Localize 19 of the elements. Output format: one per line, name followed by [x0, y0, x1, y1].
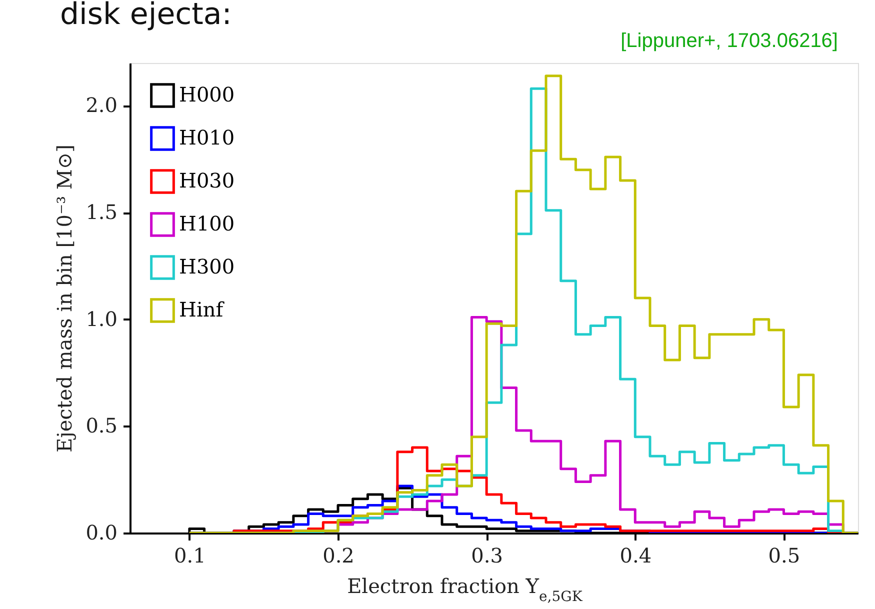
y-tick-label: 0.0 [86, 520, 118, 544]
y-tick-label: 2.0 [86, 93, 118, 118]
y-tick-label: 1.0 [86, 306, 118, 331]
x-tick-label: 0.5 [768, 544, 800, 568]
x-tick-label: 0.2 [322, 544, 354, 568]
y-tick-label: 1.5 [86, 200, 118, 224]
x-tick-label: 0.4 [620, 544, 652, 568]
legend-label: Hinf [179, 298, 225, 322]
legend-label: H010 [179, 126, 235, 150]
legend-label: H000 [179, 82, 235, 106]
text: disk ejecta: [60, 0, 232, 32]
legend-label: H030 [179, 168, 235, 192]
y-tick-label: 0.5 [86, 414, 118, 438]
text: [Lippuner+, 1703.06216] [620, 30, 838, 52]
legend-label: H300 [179, 254, 235, 278]
x-tick-label: 0.1 [174, 544, 206, 568]
legend-label: H100 [179, 212, 235, 236]
y-axis-title: Ejected mass in bin [10⁻³ M⊙] [52, 144, 77, 452]
x-tick-label: 0.3 [471, 544, 503, 568]
